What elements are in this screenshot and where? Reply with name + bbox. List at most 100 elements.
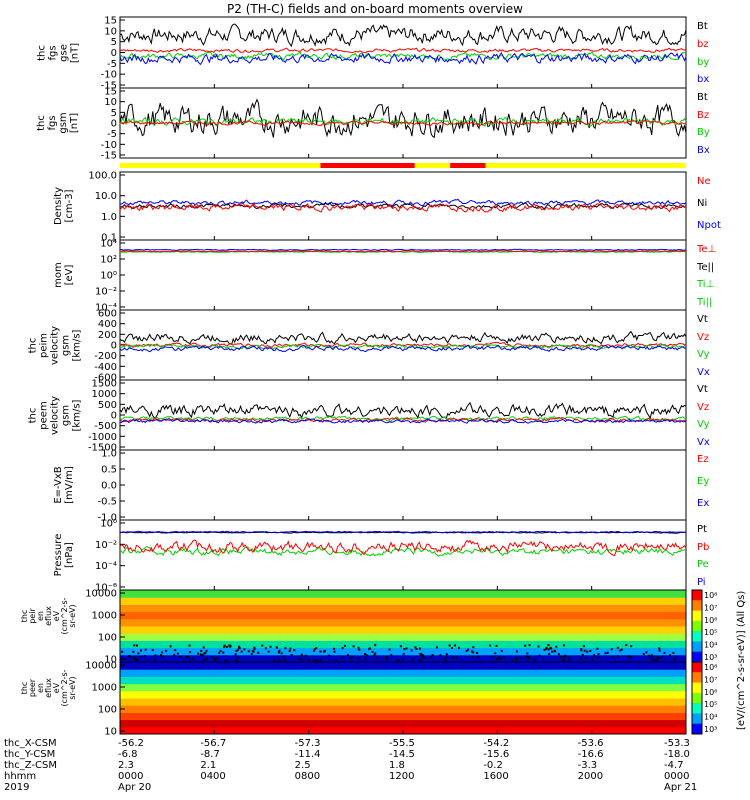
y-tick-label: 10.0 [95,191,117,202]
colorbar-swatch [692,590,702,601]
spectrogram-noise [537,645,540,648]
legend-Vt: Vt [697,314,708,325]
spectrogram-noise [189,651,192,654]
spectrogram-noise [153,658,156,661]
spectrogram-noise [494,652,497,655]
spectrogram-noise [224,659,227,662]
y-tick-label: 10⁻² [95,287,117,298]
spectrogram-noise [648,654,651,657]
colorbar-tick-label: 10⁵ [704,700,717,709]
spectrogram-noise [282,655,285,658]
spectrogram-noise [419,652,422,655]
spectrogram-noise [346,654,349,657]
legend-Ti⊥: Ti⊥ [697,279,715,290]
footer-column: -56.7 -8.7 2.1 0400 [200,738,227,782]
spectrogram-noise [132,650,135,653]
spectrogram-noise [202,646,205,649]
y-tick-label: -600 [94,373,117,384]
spectrogram-noise [293,649,296,652]
series-line-blue [119,418,687,424]
spectrogram-noise [616,646,619,649]
legend-Ni: Ni [697,198,708,209]
spectrogram-noise [498,656,501,659]
spectrogram-noise [237,656,240,659]
spectrogram-noise [663,651,666,654]
spectrogram-noise [444,656,447,659]
spectrogram-noise [344,644,347,647]
spectrogram-noise [276,646,279,649]
colorbar-swatch [692,620,702,632]
series-line-green [119,51,687,62]
colorbar-tick-label: 10⁴ [704,713,717,722]
spectrogram-noise [192,657,195,660]
spectrogram-noise [660,656,663,659]
spectrogram-noise [133,644,136,647]
y-tick-label: 200 [98,330,117,341]
y-tick-label: -500 [94,421,117,432]
spectrogram-noise [452,656,455,659]
spectrogram-noise [188,644,191,647]
spectrogram-noise [545,646,548,649]
spectrogram-noise [349,657,352,660]
spectrogram-noise [240,650,243,653]
spectrogram-noise [620,648,623,651]
spectrogram-noise [430,655,433,658]
footer-column: -54.2 -15.6 -0.2 1600 [483,738,510,782]
spectrogram-noise [672,651,675,654]
y-tick-label: 5 [111,37,117,48]
spectrogram-noise [319,650,322,653]
spectrogram-noise [363,652,366,655]
spectrogram-noise [562,644,565,647]
spectrogram-noise [562,655,565,658]
legend-by: by [697,56,710,68]
spectrogram-noise [197,652,200,655]
colorbar-frame [691,661,703,735]
spectrogram-noise [415,648,418,651]
spectrogram-noise [316,659,319,662]
colorbar-swatch [692,723,702,735]
spectrogram-noise [547,648,550,651]
spectrogram-noise [203,659,206,662]
y-tick-label: 0 [111,119,117,130]
spectrogram-noise [358,648,361,651]
spectrogram-noise [174,649,177,652]
spectrogram-noise [373,653,376,656]
spectrogram-noise [229,644,232,647]
spectrogram-noise [219,650,222,653]
spectrogram-band [120,705,686,713]
y-tick-label: 100 [98,633,117,644]
spectrogram-noise [267,650,270,653]
spectrogram-noise [137,652,140,655]
spectrogram-noise [165,649,168,652]
spectrogram-noise [421,655,424,658]
legend-Vy: Vy [697,419,710,430]
colorbar-tick-label: 10³ [704,725,717,734]
spectrogram-noise [675,655,678,658]
colorbar-tick-label: 10⁵ [704,628,717,637]
y-tick-label: 1000 [92,389,117,400]
spectrogram-noise [223,644,226,647]
spectrogram-noise [300,658,303,661]
spectrogram-noise [251,650,254,653]
spectrogram-noise [545,647,548,650]
legend-Pi: Pi [697,576,706,588]
spectrogram-noise [215,657,218,660]
spectrogram-noise [431,654,434,657]
spectrogram-noise [225,645,228,648]
series-line-green [119,415,687,422]
colorbar-tick-label: 10⁷ [704,675,717,684]
spectrogram-noise [278,659,281,662]
colorbar-swatch [692,641,702,653]
spectrogram-noise [396,659,399,662]
y-tick-label: 15 [104,16,117,27]
spectrogram-noise [630,645,633,648]
spectrogram-noise [604,652,607,655]
spectrogram-noise [333,650,336,653]
spectrogram-band [120,669,686,677]
spectrogram-noise [205,649,208,652]
panel-peer: 10000 1000 100 10 [85,661,687,738]
